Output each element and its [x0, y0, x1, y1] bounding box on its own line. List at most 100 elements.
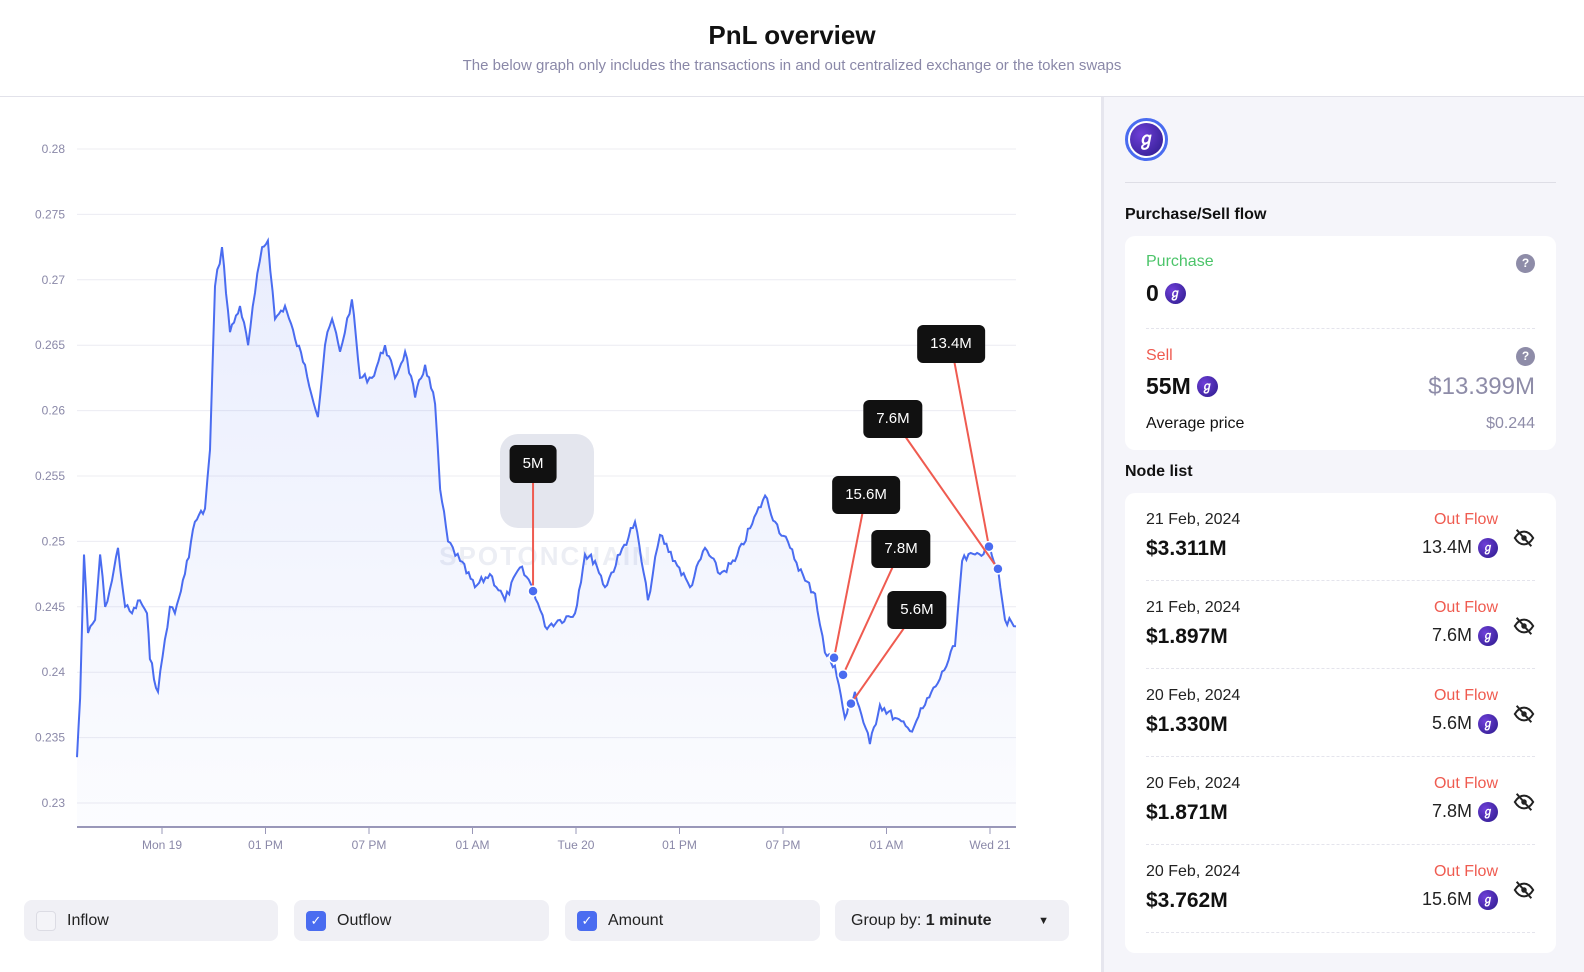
node-flow: Out Flow — [1433, 775, 1498, 792]
divider — [1125, 182, 1556, 183]
caret-down-icon: ▼ — [1038, 914, 1049, 927]
node-usd: $3.762M — [1146, 889, 1228, 912]
y-tick-label: 0.28 — [42, 142, 66, 156]
outflow-checkbox[interactable]: ✓ — [306, 910, 326, 931]
y-tick-label: 0.275 — [35, 207, 65, 221]
amount-checkbox[interactable]: ✓ — [577, 910, 597, 931]
marker-connector — [833, 494, 868, 659]
node-list-item[interactable]: 21 Feb, 2024 $3.311M Out Flow 13.4M ℊ — [1146, 493, 1535, 581]
divider — [1146, 328, 1535, 329]
node-usd: $1.330M — [1146, 713, 1228, 736]
y-tick-label: 0.265 — [35, 338, 65, 352]
node-date: 20 Feb, 2024 — [1146, 775, 1241, 792]
node-list-item[interactable]: 21 Feb, 2024 $1.897M Out Flow 7.6M ℊ — [1146, 581, 1535, 669]
node-amount: 5.6M — [1431, 713, 1472, 733]
node-flow: Out Flow — [1433, 687, 1498, 704]
node-date: 21 Feb, 2024 — [1146, 599, 1241, 616]
sell-label: Sell — [1146, 347, 1173, 364]
node-list-item[interactable]: 20 Feb, 2024 $1.871M Out Flow 7.8M ℊ — [1146, 757, 1535, 845]
token-icon: ℊ — [1196, 376, 1218, 397]
eye-off-icon[interactable] — [1513, 879, 1535, 901]
group-by-label: Group by: — [851, 911, 922, 929]
page-title: PnL overview — [708, 20, 876, 50]
group-by-select[interactable]: Group by: 1 minute ▼ — [835, 900, 1069, 941]
inflow-label: Inflow — [67, 911, 109, 929]
y-tick-label: 0.235 — [35, 731, 65, 745]
node-usd: $3.311M — [1146, 537, 1227, 560]
node-amount: 7.6M — [1431, 625, 1472, 645]
outflow-marker — [983, 540, 995, 553]
node-date: 21 Feb, 2024 — [1146, 511, 1241, 528]
group-by-value: 1 minute — [925, 911, 992, 929]
outflow-marker — [828, 652, 840, 664]
node-list-item[interactable]: 20 Feb, 2024 $3.762M Out Flow 15.6M ℊ — [1146, 845, 1535, 933]
outflow-toggle[interactable]: ✓ Outflow — [294, 900, 549, 941]
eye-off-icon[interactable] — [1513, 791, 1535, 813]
y-tick-label: 0.23 — [42, 796, 66, 810]
node-list-item[interactable]: 20 Feb, 2024 $1.330M Out Flow 5.6M ℊ — [1146, 669, 1535, 757]
page-header: PnL overview The below graph only includ… — [0, 0, 1584, 97]
token-logo: ℊ — [1125, 118, 1168, 161]
amount-label: Amount — [608, 911, 664, 929]
outflow-amount-label[interactable]: 7.6M — [863, 399, 923, 438]
x-tick-label: 07 PM — [766, 838, 801, 852]
marker-connector — [949, 343, 990, 547]
marker-connector — [842, 548, 902, 676]
eye-off-icon[interactable] — [1513, 527, 1535, 549]
marker-connector — [892, 418, 999, 570]
help-icon[interactable]: ? — [1516, 254, 1535, 273]
node-list: 21 Feb, 2024 $3.311M Out Flow 13.4M ℊ 21 … — [1125, 493, 1556, 953]
y-tick-label: 0.245 — [35, 600, 65, 614]
token-icon: ℊ — [1164, 283, 1186, 304]
outflow-label: Outflow — [337, 911, 392, 929]
node-flow: Out Flow — [1433, 599, 1498, 616]
inflow-toggle[interactable]: Inflow — [24, 900, 278, 941]
node-usd: $1.897M — [1146, 625, 1228, 648]
x-tick-label: 01 AM — [455, 838, 489, 852]
y-tick-label: 0.26 — [42, 404, 66, 418]
price-line — [76, 237, 1017, 758]
eye-off-icon[interactable] — [1513, 615, 1535, 637]
outflow-amount-label[interactable]: 13.4M — [917, 324, 985, 363]
outflow-marker — [527, 585, 539, 597]
token-icon: ℊ — [1478, 713, 1498, 734]
help-icon[interactable]: ? — [1516, 347, 1535, 366]
x-tick-label: Tue 20 — [558, 838, 595, 852]
x-tick-label: Mon 19 — [142, 838, 182, 852]
eye-off-icon[interactable] — [1513, 703, 1535, 725]
average-price-value: $0.244 — [1486, 415, 1535, 432]
page-subtitle: The below graph only includes the transa… — [462, 57, 1122, 74]
purchase-sell-title: Purchase/Sell flow — [1125, 206, 1267, 223]
token-icon: ℊ — [1478, 625, 1498, 646]
purchase-amount: 0 — [1146, 280, 1159, 306]
outflow-marker — [992, 563, 1004, 575]
y-tick-label: 0.255 — [35, 469, 65, 483]
node-flow: Out Flow — [1433, 511, 1498, 528]
purchase-label: Purchase — [1146, 253, 1214, 270]
x-tick-label: 07 PM — [352, 838, 387, 852]
chart-svg: 0.23 0.235 0.24 0.245 0.25 0.255 0.26 0.265 0.27… — [35, 142, 1017, 852]
node-amount: 7.8M — [1431, 801, 1472, 821]
y-tick-label: 0.25 — [42, 534, 66, 548]
node-usd: $1.871M — [1146, 801, 1228, 824]
amount-toggle[interactable]: ✓ Amount — [565, 900, 820, 941]
node-flow: Out Flow — [1433, 863, 1498, 880]
node-date: 20 Feb, 2024 — [1146, 863, 1241, 880]
outflow-amount-label[interactable]: 5M — [509, 445, 557, 484]
outflow-amount-label[interactable]: 5.6M — [887, 590, 947, 629]
x-tick-label: Wed 21 — [969, 838, 1010, 852]
average-price-label: Average price — [1146, 415, 1245, 432]
outflow-marker — [837, 669, 849, 681]
inflow-checkbox[interactable] — [36, 910, 56, 931]
sell-usd: $13.399M — [1428, 373, 1535, 400]
node-amount: 15.6M — [1421, 889, 1472, 909]
x-tick-label: 01 AM — [869, 838, 903, 852]
price-chart[interactable]: 0.23 0.235 0.24 0.245 0.25 0.255 0.26 0.265 0.27… — [0, 97, 1100, 972]
sell-amount: 55M — [1146, 373, 1191, 399]
node-date: 20 Feb, 2024 — [1146, 687, 1241, 704]
token-icon: ℊ — [1478, 801, 1498, 822]
outflow-amount-label[interactable]: 15.6M — [832, 475, 900, 514]
x-tick-label: 01 PM — [662, 838, 697, 852]
outflow-amount-label[interactable]: 7.8M — [871, 529, 931, 568]
